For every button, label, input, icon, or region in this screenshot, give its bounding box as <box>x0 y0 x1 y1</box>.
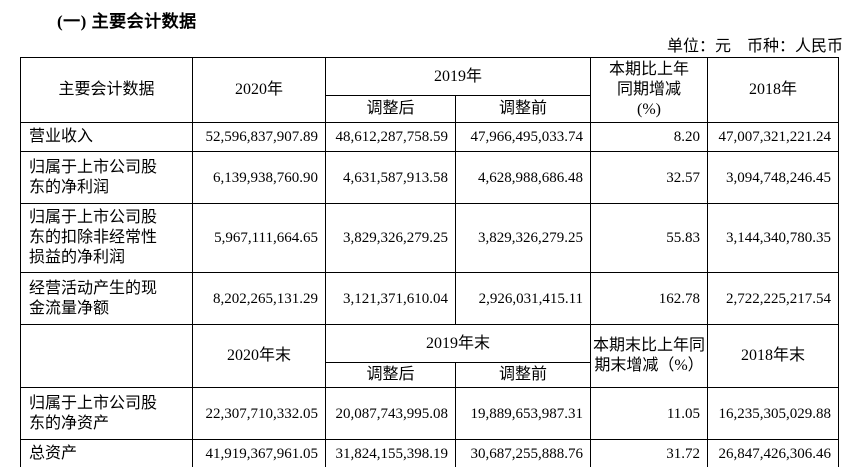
value-2019-before: 4,628,988,686.48 <box>454 151 592 204</box>
row-label: 归属于上市公司股东的扣除非经常性损益的净利润 <box>20 203 193 273</box>
header-metric: 主要会计数据 <box>20 57 193 123</box>
row-label: 总资产 <box>20 439 193 467</box>
row-label: 归属于上市公司股东的净利润 <box>20 151 193 204</box>
header-2018-end: 2018年末 <box>707 324 840 388</box>
value-2019-after: 48,612,287,758.59 <box>325 122 456 152</box>
table-row-net-assets: 归属于上市公司股东的净资产 22,307,710,332.05 20,087,7… <box>20 387 840 440</box>
header-2018: 2018年 <box>707 57 840 123</box>
value-2019-after: 3,121,371,610.04 <box>325 272 456 325</box>
header-adjusted-after: 调整后 <box>325 95 456 123</box>
key-accounting-data-table: 主要会计数据 2020年 2019年 本期比上年同期增减(%) 2018年 调整… <box>20 56 840 467</box>
value-change: 11.05 <box>590 387 709 440</box>
value-2019-after: 31,824,155,398.19 <box>325 439 456 467</box>
table-row-total-assets: 总资产 41,919,367,961.05 31,824,155,398.19 … <box>20 439 840 467</box>
value-2020: 8,202,265,131.29 <box>192 272 326 325</box>
row-label: 经营活动产生的现金流量净额 <box>20 272 193 325</box>
value-2020: 22,307,710,332.05 <box>192 387 326 440</box>
section-title: (一) 主要会计数据 <box>57 12 197 31</box>
row-label: 营业收入 <box>20 122 193 152</box>
header-2020-end: 2020年末 <box>192 324 326 388</box>
value-2018: 2,722,225,217.54 <box>707 272 840 325</box>
table-row-net-profit: 归属于上市公司股东的净利润 6,139,938,760.90 4,631,587… <box>20 151 840 204</box>
value-change: 162.78 <box>590 272 709 325</box>
header-adjusted-after: 调整后 <box>325 362 456 388</box>
value-2020: 52,596,837,907.89 <box>192 122 326 152</box>
table-row-operating-cash-flow: 经营活动产生的现金流量净额 8,202,265,131.29 3,121,371… <box>20 272 840 325</box>
value-change: 55.83 <box>590 203 709 273</box>
value-2019-after: 3,829,326,279.25 <box>325 203 456 273</box>
value-2018: 3,094,748,246.45 <box>707 151 840 204</box>
table-row-net-profit-excl-nonrecurring: 归属于上市公司股东的扣除非经常性损益的净利润 5,967,111,664.65 … <box>20 203 840 273</box>
value-2019-before: 47,966,495,033.74 <box>454 122 592 152</box>
header-adjusted-before: 调整前 <box>454 95 592 123</box>
value-change: 8.20 <box>590 122 709 152</box>
value-2018: 26,847,426,306.46 <box>707 439 840 467</box>
value-2019-before: 30,687,255,888.76 <box>454 439 592 467</box>
header-2019: 2019年 <box>324 56 592 97</box>
header-2019-end: 2019年末 <box>324 324 592 363</box>
table-row-revenue: 营业收入 52,596,837,907.89 48,612,287,758.59… <box>20 122 840 152</box>
header-adjusted-before: 调整前 <box>454 362 592 388</box>
header-row-period-end-top: 2020年末 2019年末 本期末比上年同期末增减（%） 2018年末 <box>20 324 840 388</box>
value-2019-before: 19,889,653,987.31 <box>454 387 592 440</box>
value-2019-after: 20,087,743,995.08 <box>325 387 456 440</box>
header-period-end-change: 本期末比上年同期末增减（%） <box>590 324 709 388</box>
value-2018: 3,144,340,780.35 <box>707 203 840 273</box>
value-2020: 6,139,938,760.90 <box>192 151 326 204</box>
value-2019-after: 4,631,587,913.58 <box>325 151 456 204</box>
value-change: 31.72 <box>590 439 709 467</box>
value-2018: 47,007,321,221.24 <box>707 122 840 152</box>
header-row-period-end-sub: 调整后 调整前 <box>21 362 839 388</box>
value-2019-before: 3,829,326,279.25 <box>454 203 592 273</box>
header-yoy-change: 本期比上年同期增减(%) <box>590 57 709 123</box>
value-2020: 5,967,111,664.65 <box>192 203 326 273</box>
header-row-annual-sub: 调整后 调整前 <box>21 95 839 123</box>
value-2018: 16,235,305,029.88 <box>707 387 840 440</box>
row-label: 归属于上市公司股东的净资产 <box>20 387 193 440</box>
header-2020: 2020年 <box>192 57 326 123</box>
value-2019-before: 2,926,031,415.11 <box>454 272 592 325</box>
header-metric-empty <box>20 324 193 388</box>
value-2020: 41,919,367,961.05 <box>192 439 326 467</box>
value-change: 32.57 <box>590 151 709 204</box>
header-row-annual-top: 主要会计数据 2020年 2019年 本期比上年同期增减(%) 2018年 <box>20 56 840 123</box>
unit-currency-note: 单位：元 币种：人民币 <box>666 38 843 55</box>
